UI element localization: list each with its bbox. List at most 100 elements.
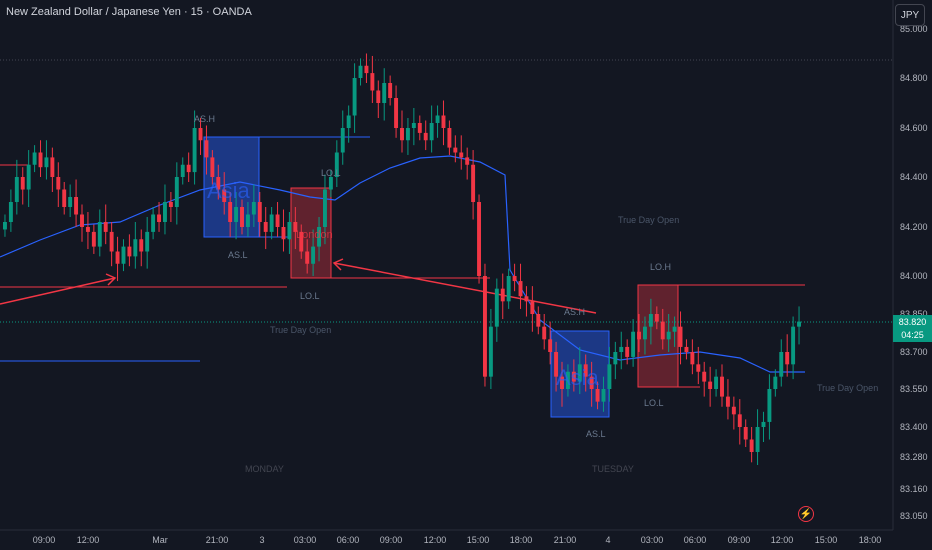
candle-body [494,288,499,327]
candle-body [648,314,653,327]
arrow-head-1 [105,273,117,286]
candle-body [275,214,280,227]
candle-body [97,222,102,247]
candle-body [204,140,209,158]
candle-body [168,202,173,207]
candle-body [228,202,233,222]
candle-body [524,296,529,302]
candle-body [696,364,701,372]
candle-body [690,352,695,365]
candle-body [708,381,713,389]
candle-body [684,346,689,352]
candle-body [477,202,481,276]
candle-body [245,214,250,227]
candle-body [103,222,108,232]
candle-body [210,157,215,177]
candle-body [465,157,470,165]
candle-body [506,276,511,302]
candle-body [151,214,156,232]
lo-h-label-2: LO.H [650,262,671,272]
as-l-label-2: AS.L [586,429,606,439]
candle-body [560,376,564,389]
candle-body [139,239,144,252]
time-tick-label: 06:00 [684,535,707,545]
candle-body [14,177,19,202]
candle-body [133,239,138,257]
candle-body [583,364,588,377]
candle-body [731,406,736,415]
time-tick-label: 12:00 [771,535,794,545]
time-tick-label: 15:00 [815,535,838,545]
time-tick-label: 3 [259,535,264,545]
price-tick-label: 84.000 [900,271,928,281]
candle-body [743,427,748,440]
candle-body [62,189,67,207]
price-tick-label: 83.050 [900,511,928,521]
lo-l-label-3: LO.L [644,398,664,408]
candle-body [607,364,612,389]
price-tick-label: 84.600 [900,123,928,133]
candle-body [761,421,766,427]
lightning-icon[interactable]: ⚡ [798,506,814,522]
candle-body [26,164,31,190]
candle-body [631,331,636,357]
candle-body [109,231,114,252]
candle-body [3,222,7,230]
candle-body [459,152,464,158]
time-axis[interactable]: 09:00 12:00 Mar 21:00 3 03:00 06:00 09:00 12:00 1… [33,535,882,545]
candle-body [660,321,665,340]
candle-body [797,321,801,327]
candle-body [625,346,630,357]
candle-body [44,157,49,168]
currency-button[interactable]: JPY [895,4,925,26]
asia-label-2: Asia [556,365,600,390]
candle-body [127,246,132,257]
candle-body [405,128,410,141]
candle-body [666,331,671,340]
current-price-badge: 83.820 04:25 [893,315,932,342]
candle-body [447,128,452,148]
candle-body [571,371,576,382]
price-tick-label: 84.200 [900,222,928,232]
candle-body [145,231,150,252]
time-tick-label: 18:00 [859,535,882,545]
price-tick-label: 83.850 [900,309,928,319]
candle-body [121,246,126,264]
candle-body [163,202,167,222]
trend-arrow-1 [0,277,116,305]
candle-body [68,197,73,207]
time-tick-label: 09:00 [33,535,56,545]
candle-body [388,83,393,98]
price-tick-label: 83.160 [900,484,928,494]
candle-body [234,207,239,222]
candle-body [32,152,37,165]
price-tick-label: 83.550 [900,384,928,394]
candle-body [589,376,594,389]
candle-body [500,288,505,302]
candle-body [115,251,120,264]
time-tick-label: Mar [152,535,168,545]
time-tick-label: 03:00 [294,535,317,545]
candle-body [186,164,191,173]
candle-body [678,326,683,347]
as-h-label-1: AS.H [194,114,215,124]
current-price-value: 83.820 [898,317,927,327]
candle-body [411,123,416,128]
candle-body [785,352,790,365]
candle-body [654,314,659,322]
tuesday-label: TUESDAY [592,464,634,474]
candle-body [518,281,523,297]
candle-body [157,214,161,222]
candle-body [376,90,381,103]
arrow-head-2 [332,258,344,271]
candle-body [358,65,363,78]
candle-body [548,339,553,352]
bar-countdown: 04:25 [901,330,924,340]
price-axis[interactable]: 85.000 84.800 84.600 84.400 84.200 84.000 83.8… [900,24,928,521]
candle-body [767,389,772,422]
candle-body [346,115,351,128]
candle-body [613,352,618,365]
price-tick-label: 84.400 [900,172,928,182]
price-tick-label: 83.280 [900,452,928,462]
